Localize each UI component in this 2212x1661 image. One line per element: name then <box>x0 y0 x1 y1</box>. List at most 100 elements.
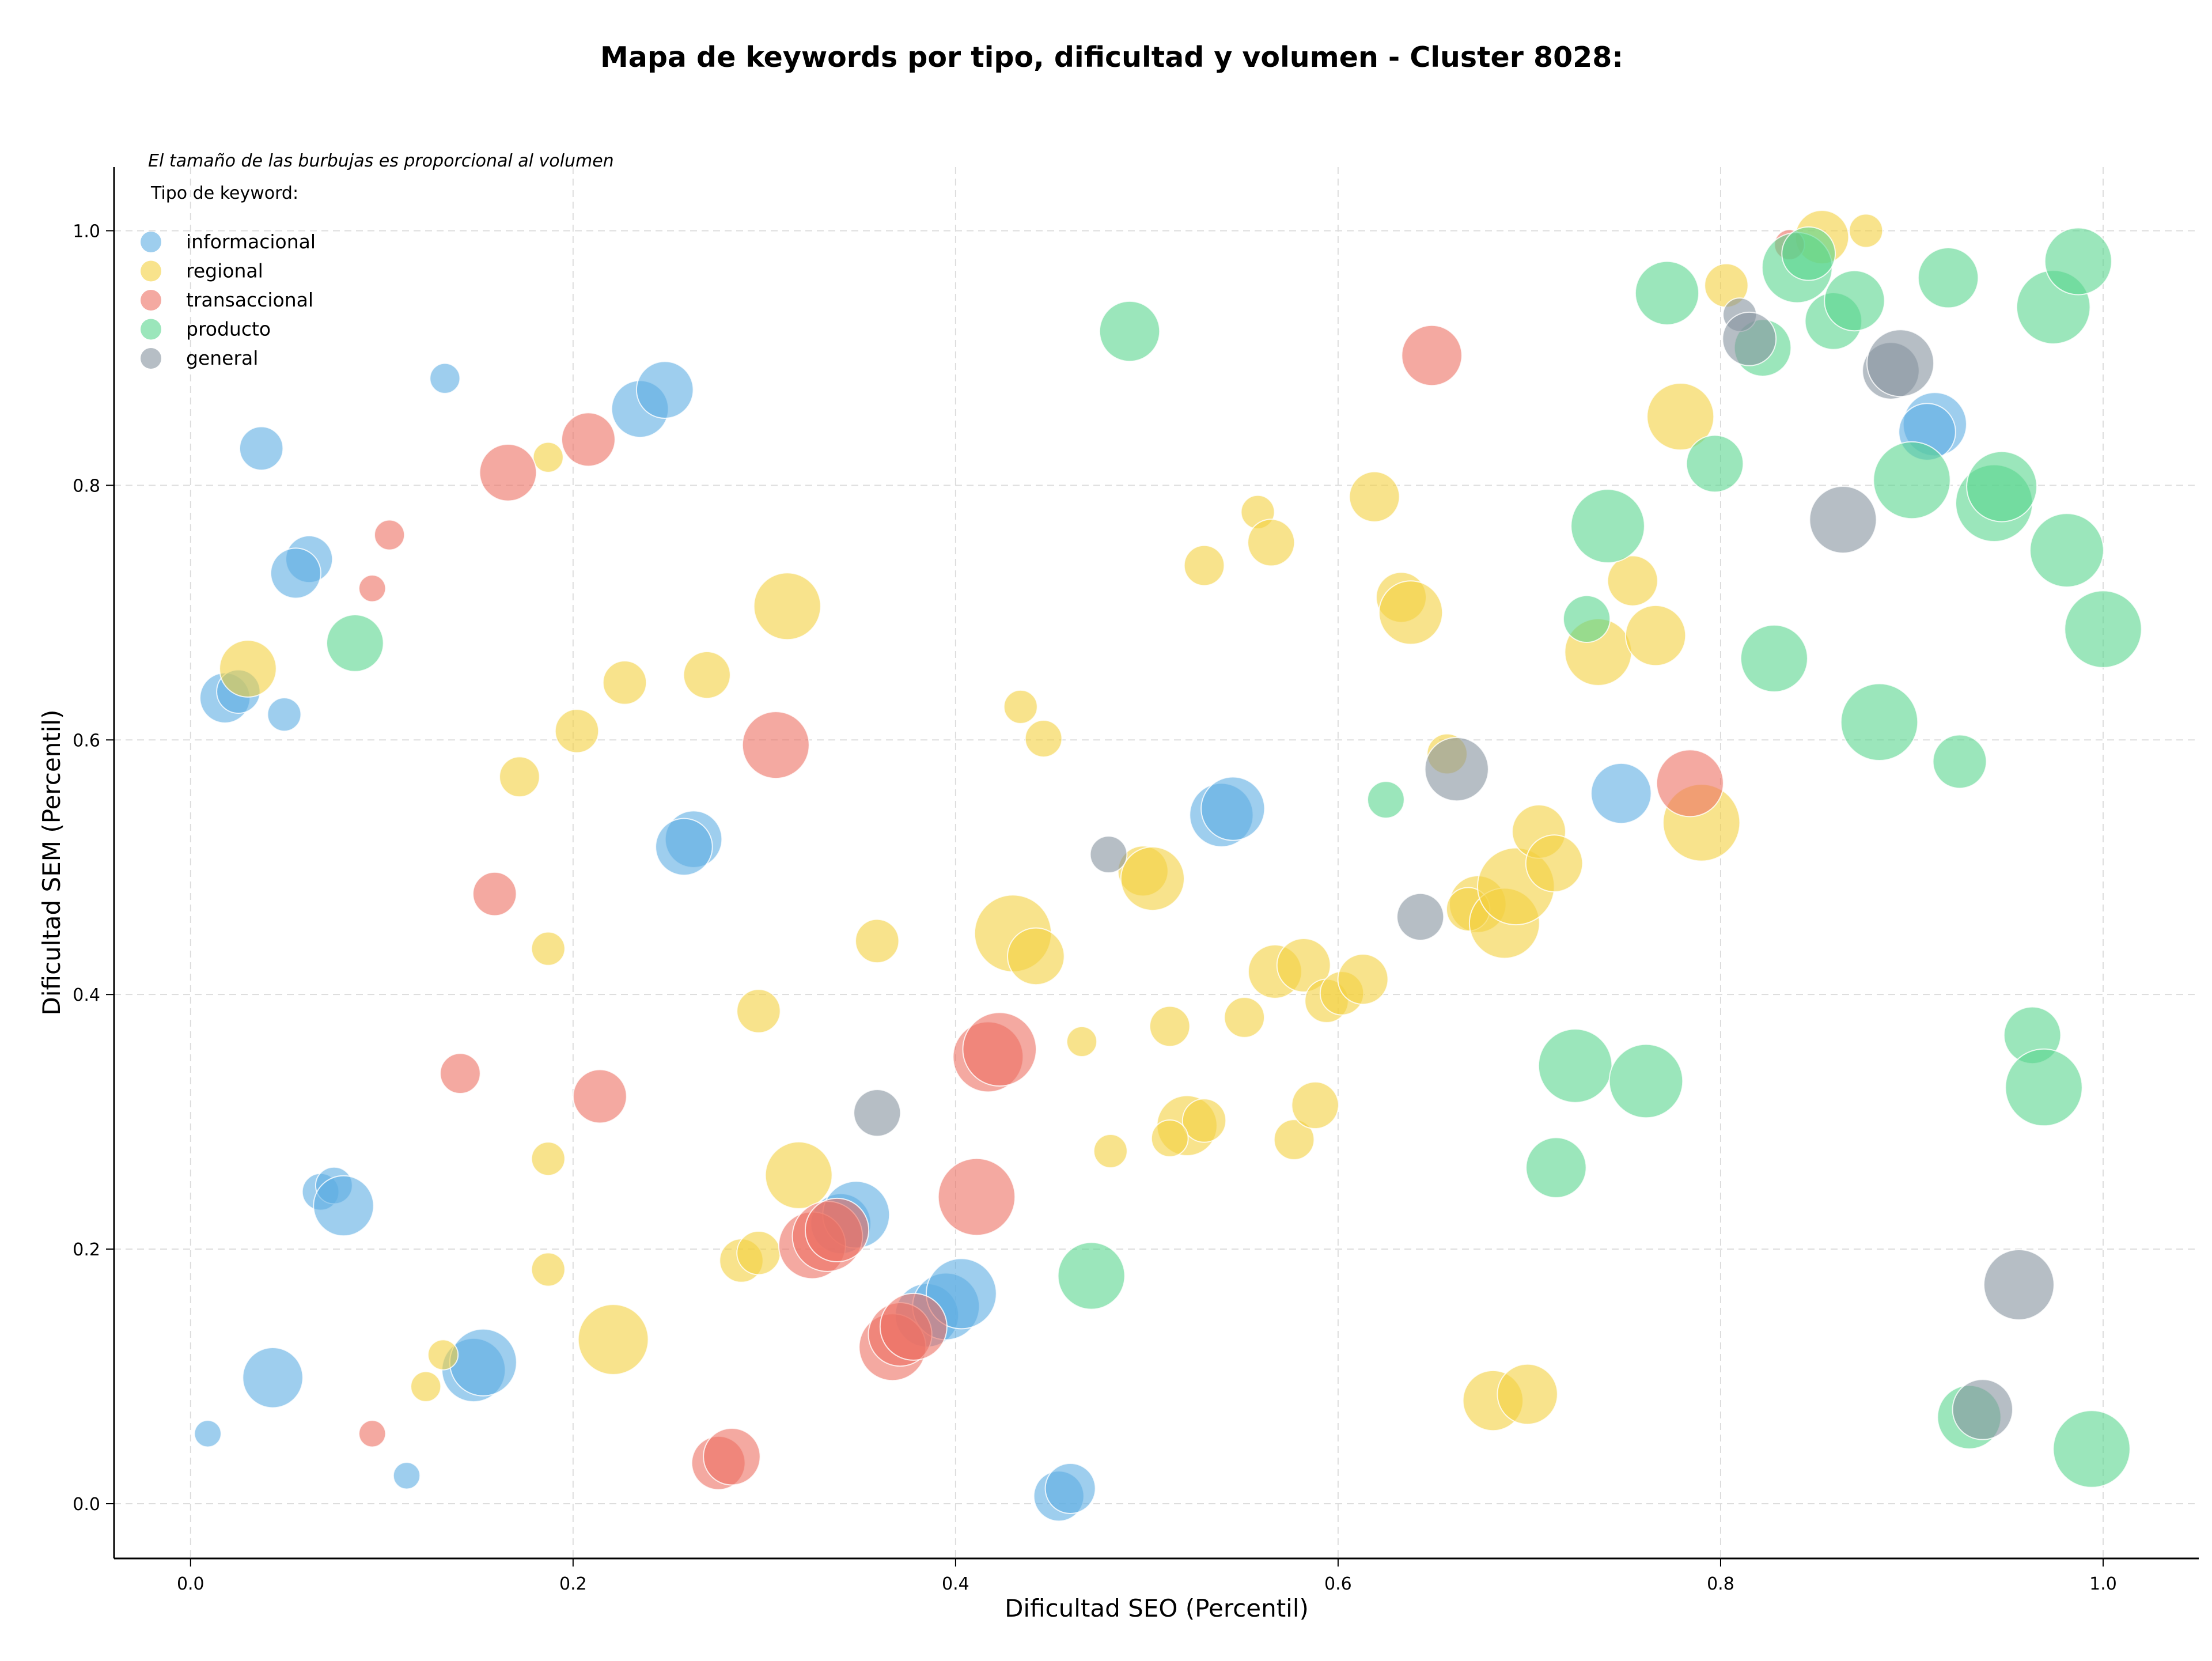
bubble-regional <box>1183 544 1225 587</box>
legend-marker-regional <box>141 260 161 282</box>
bubble-general <box>1089 835 1128 874</box>
bubble-transaccional <box>879 1292 948 1361</box>
y-tick-label: 1.0 <box>73 221 100 241</box>
bubble-regional <box>1646 383 1715 451</box>
bubble-producto <box>2044 227 2112 296</box>
bubble-regional <box>1291 1081 1339 1130</box>
bubble-informacional <box>270 547 321 599</box>
bubble-regional <box>1378 580 1444 645</box>
legend-marker-transaccional <box>141 290 161 311</box>
legend: El tamaño de las burbujas es proporciona… <box>141 151 614 369</box>
bubble-regional <box>410 1371 442 1402</box>
bubble-general <box>1809 486 1877 554</box>
bubble-regional <box>602 660 647 705</box>
bubble-general <box>853 1089 902 1137</box>
bubble-regional <box>1525 834 1584 892</box>
bubble-transaccional <box>479 443 537 502</box>
bubble-producto <box>1966 451 2037 523</box>
bubble-regional <box>577 1304 649 1375</box>
axis-ticks: 0.0 0.2 0.4 0.6 0.8 1.0 0.0 0.2 0.4 0.6 0.8 1.0 <box>73 221 2117 1594</box>
bubble-regional <box>1181 1098 1227 1143</box>
x-tick-label: 0.6 <box>1324 1574 1352 1594</box>
bubble-producto <box>1099 300 1161 362</box>
y-tick-label: 0.2 <box>73 1240 100 1260</box>
bubble-transaccional <box>561 412 616 467</box>
y-tick-label: 0.8 <box>73 476 100 496</box>
bubble-producto <box>1685 434 1744 493</box>
bubble-transaccional <box>572 1069 627 1124</box>
bubble-general <box>1952 1379 2014 1440</box>
legend-note: El tamaño de las burbujas es proporciona… <box>148 151 614 171</box>
bubble-transaccional <box>1656 749 1724 818</box>
bubble-transaccional <box>374 519 406 551</box>
x-tick-label: 1.0 <box>2089 1574 2117 1594</box>
bubble-informacional <box>655 818 713 876</box>
bubble-regional <box>219 640 277 698</box>
bubble-informacional <box>1044 1462 1096 1514</box>
bubble-transaccional <box>741 711 810 780</box>
bubble-producto <box>1873 441 1951 520</box>
legend-entries: informacional regional transaccional produc… <box>141 230 316 369</box>
bubble-producto <box>1917 247 1979 309</box>
bubble-transaccional <box>804 1197 870 1263</box>
bubble-regional <box>531 931 566 966</box>
legend-marker-general <box>141 348 161 369</box>
bubble-producto <box>1932 734 1987 789</box>
bubble-regional <box>1093 1133 1128 1168</box>
bubble-producto <box>2029 513 2104 588</box>
bubble-regional <box>1607 555 1658 607</box>
bubble-transaccional <box>358 1420 387 1448</box>
bubble-regional <box>855 918 900 964</box>
bubble-producto <box>2052 1410 2131 1488</box>
bubble-producto <box>2005 1048 2083 1127</box>
x-tick-label: 0.4 <box>942 1574 969 1594</box>
bubble-informacional <box>238 426 284 471</box>
bubble-regional <box>1337 954 1389 1005</box>
legend-label: transaccional <box>186 289 313 311</box>
bubble-regional <box>1149 1005 1191 1047</box>
bubble-producto <box>1781 226 1836 281</box>
bubble-regional <box>1003 689 1038 724</box>
bubble-regional <box>1849 213 1884 248</box>
bubble-producto <box>1840 683 1919 762</box>
bubble-regional <box>764 1141 833 1209</box>
legend-label: general <box>186 347 258 369</box>
bubble-regional <box>531 1141 566 1176</box>
x-tick-label: 0.0 <box>177 1574 204 1594</box>
bubble-informacional <box>194 1420 222 1448</box>
bubble-informacional <box>267 697 302 732</box>
bubble-regional <box>427 1339 459 1371</box>
bubble-informacional <box>449 1328 517 1397</box>
bubble-general <box>1866 329 1935 398</box>
bubble-producto <box>1824 270 1885 332</box>
legend-marker-informacional <box>141 232 161 252</box>
legend-marker-producto <box>141 319 161 340</box>
bubble-general <box>1722 311 1777 366</box>
y-tick-label: 0.6 <box>73 731 100 751</box>
bubble-transaccional <box>472 871 517 917</box>
bubble-regional <box>1024 720 1063 758</box>
bubble-regional <box>1007 927 1065 986</box>
bubble-informacional <box>1200 776 1266 841</box>
bubble-informacional <box>429 362 461 394</box>
bubble-transaccional <box>937 1157 1016 1236</box>
bubble-producto <box>1525 1137 1587 1198</box>
bubble-producto <box>1740 624 1808 693</box>
x-tick-label: 0.2 <box>559 1574 587 1594</box>
bubble-regional <box>1624 604 1687 667</box>
bubble-producto <box>1570 489 1645 563</box>
bubble-general <box>1396 892 1445 941</box>
bubble-regional <box>1497 1363 1558 1425</box>
bubble-informacional <box>635 361 694 419</box>
bubble-transaccional <box>1401 324 1463 387</box>
bubble-producto <box>1057 1242 1126 1310</box>
bubble-producto <box>1367 781 1405 819</box>
bubble-producto <box>1562 595 1611 643</box>
bubble-regional <box>1349 471 1400 523</box>
bubble-informacional <box>1590 762 1652 824</box>
bubble-regional <box>1273 1119 1315 1160</box>
bubble-regional <box>736 989 781 1034</box>
y-tick-label: 0.4 <box>73 985 100 1005</box>
bubble-producto <box>1608 1043 1684 1119</box>
